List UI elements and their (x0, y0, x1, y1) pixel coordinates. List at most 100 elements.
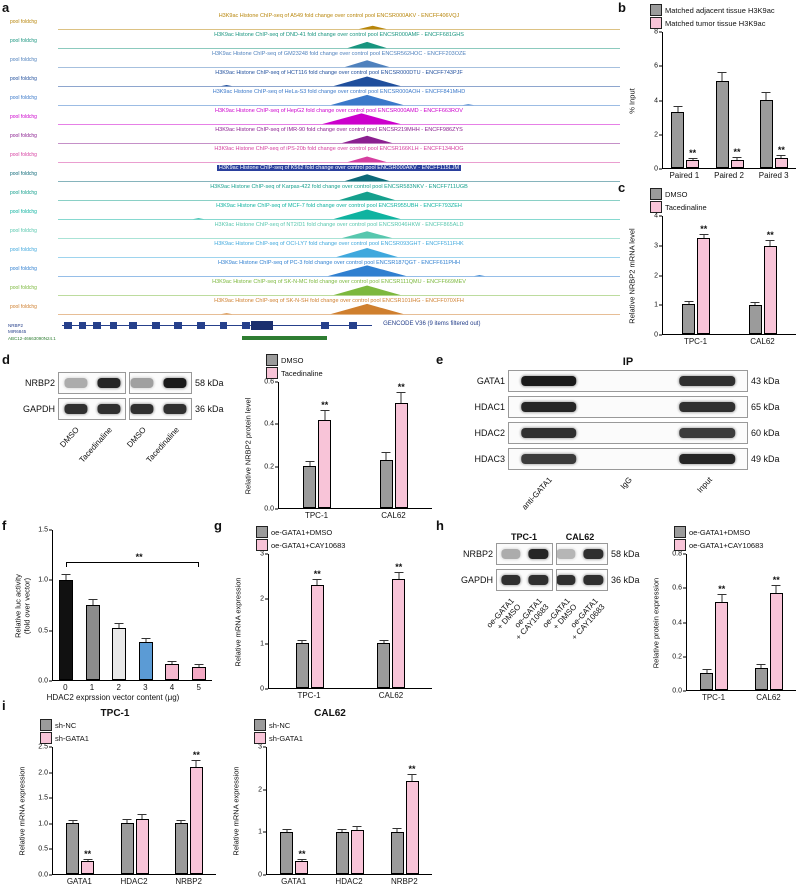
x-axis-title: HDAC2 exprssion vector content (μg) (46, 693, 180, 702)
y-tick: 0 (654, 166, 662, 173)
chipseq-track: pool foldchg H3K9ac Histone ChIP-seq of … (8, 278, 620, 297)
x-category-label: NRBP2 (175, 877, 203, 886)
x-category-label: Paired 3 (758, 171, 789, 180)
bar-4 (165, 664, 180, 680)
lane-labels: DMSO Tacedinaline DMSO Tacedinaline (58, 424, 192, 490)
protein-band (556, 549, 576, 559)
track-side-label: pool foldchg (10, 209, 37, 215)
legend-row: oe-GATA1+DMSO (674, 526, 796, 538)
chipseq-track: pool foldchg H3K9ac Histone ChIP-seq of … (8, 221, 620, 240)
x-category-label: GATA1 (281, 877, 307, 886)
protein-label: GATA1 (476, 376, 505, 386)
protein-band (129, 378, 154, 388)
bar-TPC-1-oe-GATA1+CAY10683 (715, 601, 729, 690)
y-tick: 0.2 (672, 653, 686, 660)
blot-row: GAPDH 36 kDa (452, 569, 648, 591)
y-tick: 0 (258, 872, 266, 879)
chipseq-track: pool foldchg H3K9ac Histone ChIP-seq of … (8, 88, 620, 107)
track-side-label: pool foldchg (10, 304, 37, 310)
error-bar (83, 858, 93, 862)
track-side-label: pool foldchg (10, 38, 37, 44)
protein-band (520, 402, 577, 412)
track-title: H3K9ac Histone ChIP-seq of PC-3 fold cha… (218, 260, 460, 266)
bar-GATA1-sh-GATA1 (295, 861, 309, 874)
legend-swatch (650, 17, 662, 29)
blot-membrane (508, 448, 748, 470)
legend-label: Matched tumor tissue H3K9ac (665, 18, 766, 28)
x-category-label: HDAC2 (120, 877, 148, 886)
error-bar (61, 574, 71, 580)
protein-label: NRBP2 (24, 378, 55, 388)
chart-legend: sh-NC sh-GATA1 (254, 719, 432, 744)
gene-labels: NRBP2 MIR6845 ABC12-46663090N24.1 (8, 316, 56, 348)
y-axis-label: % Input (627, 87, 637, 114)
significance-label: ** (395, 562, 403, 573)
track-side-label: pool foldchg (10, 285, 37, 291)
y-tick: 0.6 (264, 379, 278, 386)
x-category-label: GATA1 (66, 877, 92, 886)
chipseq-track: pool foldchg H3K9ac Histone ChIP-seq of … (8, 259, 620, 278)
bar-CAL62-oe-GATA1+DMSO (754, 667, 768, 690)
legend-label: Matched adjacent tissue H3K9ac (665, 5, 775, 15)
legend-row: DMSO (266, 354, 432, 366)
error-bar (717, 593, 727, 602)
protein-band (583, 575, 603, 585)
x-axis-labels: GATA1 HDAC2 NRBP2 (266, 875, 432, 886)
gene-exon (349, 322, 358, 329)
bar-CAL62-DMSO (748, 304, 762, 334)
y-tick: 0.4 (672, 619, 686, 626)
y-tick: 0 (654, 332, 662, 339)
x-category-label: 2 (116, 683, 121, 692)
x-axis-labels: Paired 1 Paired 2 Paired 3 (662, 169, 796, 180)
gene-exon (151, 322, 160, 329)
membrane-divider (125, 372, 130, 394)
bar-TPC-1-oe-GATA1+CAY10683 (310, 585, 324, 688)
lane-label: DMSO (57, 425, 81, 450)
legend-label: Tacedinaline (665, 202, 707, 212)
y-tick: 1.5 (38, 795, 52, 802)
error-bar (756, 663, 766, 669)
y-axis: 0 1 2 3 4 (642, 213, 662, 339)
track-area: H3K9ac Histone ChIP-seq of OCI-LY7 fold … (58, 240, 620, 259)
error-bar (392, 828, 402, 832)
protein-label: HDAC3 (474, 454, 505, 464)
y-tick: 0.8 (672, 551, 686, 558)
track-area: H3K9ac Histone ChIP-seq of SK-N-MC fold … (58, 278, 620, 297)
y-tick: 0 (260, 686, 268, 693)
error-bar (312, 578, 322, 586)
y-tick: 0.5 (38, 846, 52, 853)
legend-swatch (650, 188, 662, 200)
y-axis-label: Relative NRBP2 mRNA level (627, 227, 637, 324)
plot-area: ** ** ** (662, 32, 796, 169)
legend-swatch (40, 732, 52, 744)
protein-band (520, 454, 577, 464)
protein-band (679, 428, 736, 438)
error-bar (761, 92, 771, 100)
track-title: H3K9ac Histone ChIP-seq of A549 fold cha… (218, 13, 460, 19)
legend-row: sh-NC (254, 719, 432, 731)
error-bar (396, 391, 406, 404)
chart-legend: DMSO Tacedinaline (266, 354, 432, 379)
significance-label: ** (733, 147, 741, 158)
y-axis-label: Relative luc activity (fold over vector) (13, 573, 31, 638)
bar-TPC-1-oe-GATA1+DMSO (700, 673, 714, 690)
x-category-label: NRBP2 (390, 877, 418, 886)
track-area: H3K9ac Histone ChIP-seq of A549 fold cha… (58, 12, 620, 31)
track-title: H3K9ac Histone ChIP-seq of DND-41 fold c… (214, 32, 464, 38)
plot-area: ** ** (278, 382, 432, 509)
track-signal (58, 41, 620, 49)
bar-Paired 3-Matched adjacent tissue H3K9ac (759, 100, 773, 168)
panel-label-d: d (2, 352, 10, 367)
track-signal (58, 285, 620, 296)
legend-row: oe-GATA1+CAY10683 (256, 539, 432, 551)
bar-5 (191, 667, 206, 680)
chipseq-track: pool foldchg H3K9ac Histone ChIP-seq of … (8, 126, 620, 145)
lane-labels: oe-GATA1 + DMSO oe-GATA1 + CAY10683 oe-GAT… (485, 595, 608, 679)
gene-exon (129, 322, 138, 329)
kda-label: 58 kDa (611, 549, 640, 559)
track-signal (58, 231, 620, 239)
significance-label: ** (689, 148, 697, 158)
error-bar (167, 661, 177, 664)
track-signal (58, 209, 620, 220)
plot-area: ** ** (662, 216, 796, 335)
